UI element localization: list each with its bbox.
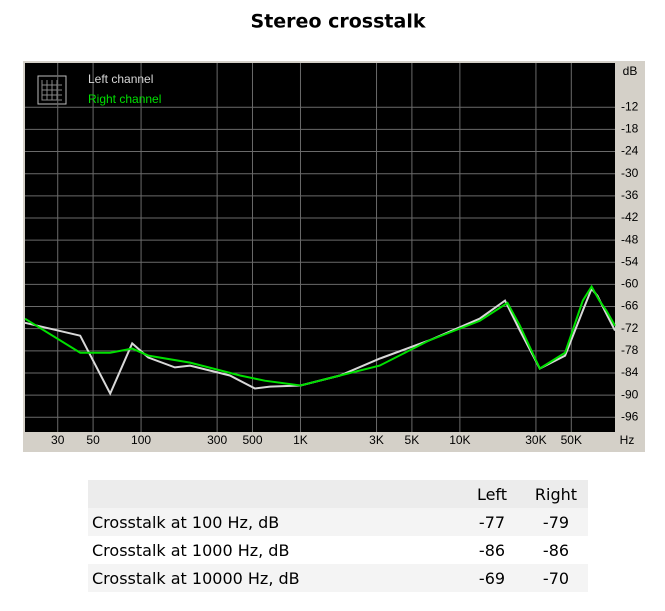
y-tick-label: -84 xyxy=(621,365,639,379)
x-unit: Hz xyxy=(620,433,635,447)
y-tick-label: -18 xyxy=(621,122,639,136)
y-tick-label: -60 xyxy=(621,277,639,291)
x-tick-label: 300 xyxy=(207,433,227,447)
legend-entry: Left channel xyxy=(88,72,153,86)
cell: -86 xyxy=(542,540,570,560)
x-tick-label: 1K xyxy=(293,433,308,447)
plot-area xyxy=(25,63,615,432)
y-tick-label: -24 xyxy=(621,144,639,158)
x-tick-label: 5K xyxy=(405,433,420,447)
cell: -70 xyxy=(542,568,570,588)
y-tick-label: -42 xyxy=(621,210,639,224)
x-tick-label: 100 xyxy=(131,433,151,447)
series-line xyxy=(24,284,616,387)
cell: -86 xyxy=(478,540,506,560)
x-tick-label: 500 xyxy=(242,433,262,447)
y-tick-label: -66 xyxy=(621,299,639,313)
legend-icon-grid xyxy=(41,80,62,101)
row-label: Crosstalk at 1000 Hz, dB xyxy=(92,540,290,560)
chart: Stereo crosstalk dB Hz -12 -18 -24 -30 -36 -4… xyxy=(23,11,645,452)
y-tick-label: -96 xyxy=(621,409,639,423)
y-tick-label: -30 xyxy=(621,166,639,180)
results-table: Left Right Crosstalk at 100 Hz, dB -77 -79 … xyxy=(88,480,588,592)
y-tick-label: -72 xyxy=(621,321,639,335)
legend-icon xyxy=(37,75,67,105)
cell: -69 xyxy=(478,568,506,588)
x-tick-label: 3K xyxy=(369,433,384,447)
x-tick-label: 50K xyxy=(561,433,582,447)
y-tick-label: -78 xyxy=(621,343,639,357)
row-label: Crosstalk at 10000 Hz, dB xyxy=(92,568,300,588)
col-header: Left xyxy=(476,484,508,504)
col-header: Right xyxy=(534,484,578,504)
x-tick-label: 30 xyxy=(51,433,65,447)
cell: -77 xyxy=(478,512,506,532)
chart-title: Stereo crosstalk xyxy=(251,11,426,33)
x-tick-label: 10K xyxy=(449,433,470,447)
legend-entry: Right channel xyxy=(88,92,161,106)
cell: -79 xyxy=(542,512,570,532)
x-tick-label: 50 xyxy=(86,433,100,447)
y-tick-label: -54 xyxy=(621,254,639,268)
y-tick-label: -90 xyxy=(621,387,639,401)
y-tick-label: -36 xyxy=(621,188,639,202)
y-unit: dB xyxy=(623,64,638,78)
x-tick-label: 30K xyxy=(525,433,546,447)
row-label: Crosstalk at 100 Hz, dB xyxy=(92,512,280,532)
y-tick-label: -12 xyxy=(621,99,639,113)
y-tick-label: -48 xyxy=(621,232,639,246)
